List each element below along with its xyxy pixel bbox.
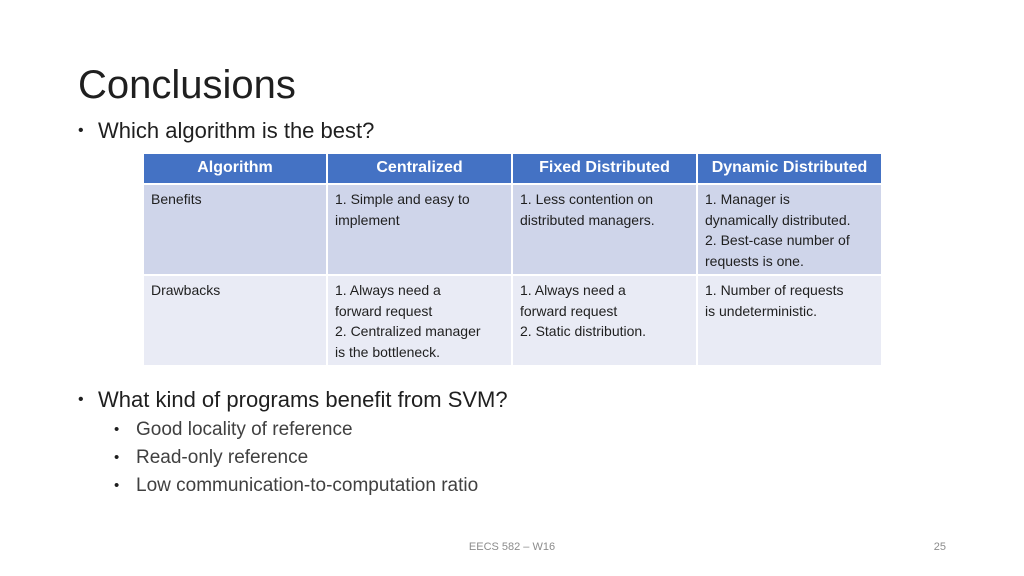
footer-page-number: 25 (933, 541, 946, 553)
header-centralized: Centralized (328, 154, 513, 185)
header-algorithm: Algorithm (144, 154, 328, 185)
bullet-dot-icon: • (114, 421, 120, 438)
bullet-text: Which algorithm is the best? (98, 118, 375, 143)
bullet-dot-icon: • (78, 391, 84, 408)
cell-drawbacks-dynamic: 1. Number of requests is undeterministic… (698, 276, 881, 367)
bullet-text: What kind of programs benefit from SVM? (98, 387, 508, 412)
table-row-benefits: Benefits 1. Simple and easy to implement… (144, 185, 881, 276)
cell-drawbacks-centralized: 1. Always need a forward request 2. Cent… (328, 276, 513, 367)
bullet-svm-programs: • What kind of programs benefit from SVM… (78, 386, 508, 414)
sub-bullet-communication: • Low communication-to-computation ratio (114, 474, 478, 498)
table-row-drawbacks: Drawbacks 1. Always need a forward reque… (144, 276, 881, 367)
slide-title: Conclusions (78, 63, 296, 107)
bullet-dot-icon: • (114, 477, 120, 494)
sub-bullet-locality: • Good locality of reference (114, 418, 353, 442)
bullet-dot-icon: • (78, 122, 84, 139)
cell-benefits-centralized: 1. Simple and easy to implement (328, 185, 513, 276)
comparison-table: Algorithm Centralized Fixed Distributed … (144, 154, 881, 367)
sub-bullet-text: Low communication-to-computation ratio (136, 475, 479, 496)
sub-bullet-text: Read-only reference (136, 447, 309, 468)
bullet-which-algorithm: • Which algorithm is the best? (78, 117, 374, 145)
cell-benefits-fixed: 1. Less contention on distributed manage… (513, 185, 698, 276)
header-dynamic-distributed: Dynamic Distributed (698, 154, 881, 185)
sub-bullet-text: Good locality of reference (136, 419, 353, 440)
cell-drawbacks-fixed: 1. Always need a forward request 2. Stat… (513, 276, 698, 367)
bullet-dot-icon: • (114, 449, 120, 466)
table-header-row: Algorithm Centralized Fixed Distributed … (144, 154, 881, 185)
row-label-drawbacks: Drawbacks (144, 276, 328, 367)
header-fixed-distributed: Fixed Distributed (513, 154, 698, 185)
footer-course: EECS 582 – W16 (468, 541, 556, 553)
cell-benefits-dynamic: 1. Manager is dynamically distributed. 2… (698, 185, 881, 276)
row-label-benefits: Benefits (144, 185, 328, 276)
sub-bullet-read-only: • Read-only reference (114, 446, 308, 470)
